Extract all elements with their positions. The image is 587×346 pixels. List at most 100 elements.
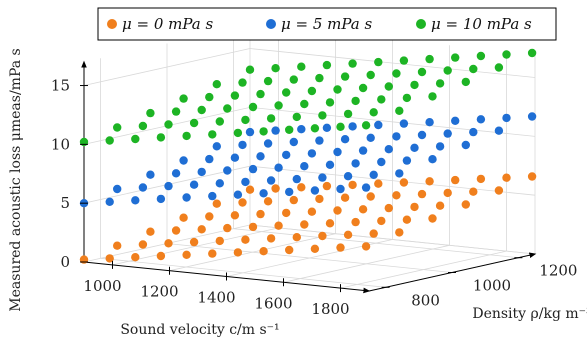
point-s0-y2-x4	[248, 222, 258, 232]
point-s2-y3-x1	[205, 92, 214, 102]
point-s2-y5-x0	[245, 65, 255, 74]
x-tick-label-2: 1400	[197, 289, 235, 307]
point-s0-y3-x2	[230, 211, 240, 220]
point-s1-y3-x11	[461, 140, 470, 150]
point-s2-y4-x3	[289, 75, 298, 84]
point-s0-y0-x8	[285, 245, 294, 255]
point-s0-y5-x5	[374, 179, 383, 188]
point-s2-y0-x5	[208, 130, 217, 139]
point-s2-y3-x3	[256, 89, 265, 99]
point-s1-y2-x7	[325, 160, 335, 169]
point-s2-y5-x1	[271, 63, 280, 73]
point-s2-y3-x6	[333, 85, 342, 94]
point-s0-y1-x6	[266, 234, 276, 243]
point-s2-y1-x0	[113, 123, 122, 132]
point-s2-y5-x8	[451, 53, 460, 62]
point-s0-y5-x2	[297, 183, 306, 192]
point-s1-y5-x11	[527, 112, 537, 121]
point-s0-y5-x8	[451, 175, 460, 185]
point-s0-y0-x7	[259, 247, 268, 256]
point-s0-y2-x0	[146, 227, 155, 236]
point-s1-y0-x8	[285, 187, 294, 197]
point-s1-y1-x10	[369, 170, 378, 179]
point-s2-y4-x11	[494, 63, 504, 72]
point-s1-y5-x5	[374, 120, 383, 130]
x-tick-label-4: 1800	[311, 300, 349, 318]
point-s1-y4-x5	[340, 135, 350, 144]
point-s1-y5-x6	[399, 119, 409, 128]
point-s1-y2-x10	[402, 156, 412, 165]
point-s1-y5-x3	[322, 123, 332, 132]
point-s2-y4-x10	[469, 64, 478, 74]
point-s1-y0-x1	[105, 197, 114, 206]
point-s1-y3-x3	[256, 152, 265, 161]
z-tick-label-1: 5	[60, 194, 70, 212]
legend-marker-1	[266, 19, 276, 29]
point-s0-y0-x6	[233, 248, 243, 257]
point-s0-y5-x3	[322, 181, 332, 191]
point-s0-y3-x11	[461, 200, 470, 209]
point-s1-y5-x0	[245, 127, 255, 137]
point-s2-y0-x11	[361, 121, 371, 130]
point-s2-y0-x2	[131, 134, 140, 144]
point-s0-y2-x10	[402, 215, 412, 224]
point-s2-y5-x5	[374, 57, 383, 67]
legend-marker-0	[107, 19, 117, 29]
point-s0-y3-x7	[358, 205, 368, 214]
point-s1-y1-x9	[343, 172, 353, 181]
point-s1-y0-x5	[208, 191, 217, 201]
point-s1-y1-x4	[215, 179, 224, 188]
point-s0-y0-x4	[182, 250, 191, 259]
point-s2-y1-x7	[292, 112, 301, 122]
point-s1-y0-x7	[259, 189, 268, 198]
y-tick-label-1: 1000	[473, 277, 511, 295]
legend-marker-2	[416, 19, 426, 29]
point-s2-y5-x9	[476, 51, 486, 61]
point-s2-y1-x11	[395, 106, 404, 116]
point-s0-y0-x1	[105, 254, 114, 263]
point-s0-y1-x1	[138, 240, 148, 249]
legend-box	[97, 7, 557, 41]
point-s0-y1-x0	[113, 241, 122, 250]
point-s0-y1-x5	[241, 235, 250, 244]
point-s2-y3-x10	[435, 79, 445, 88]
point-s0-y3-x3	[256, 209, 265, 219]
point-s0-y0-x0	[79, 255, 89, 264]
point-s0-y0-x9	[310, 244, 320, 253]
point-s2-y0-x1	[105, 136, 114, 145]
point-s2-y3-x8	[384, 82, 393, 91]
point-s0-y5-x6	[399, 178, 409, 187]
point-s2-y5-x6	[399, 56, 409, 65]
point-s1-y1-x8	[318, 173, 327, 182]
point-s2-y4-x6	[366, 70, 375, 80]
point-s1-y2-x6	[300, 162, 309, 171]
tick-layer: 1000 1200 1400 1600 1800 800 1000 1200 0 5 10 15	[51, 77, 578, 319]
point-s2-y2-x5	[274, 101, 283, 110]
point-s0-y4-x10	[469, 187, 478, 196]
x-tick-label-1: 1200	[140, 283, 178, 301]
point-s2-y0-x10	[336, 122, 345, 131]
point-s0-y3-x1	[205, 212, 214, 221]
point-s0-y2-x3	[223, 223, 232, 233]
point-s2-y2-x2	[197, 105, 206, 115]
point-s1-y4-x4	[315, 136, 324, 145]
point-s1-y4-x9	[443, 129, 452, 138]
point-s1-y4-x6	[366, 133, 375, 142]
point-s0-y1-x3	[189, 237, 199, 247]
point-s0-y4-x7	[392, 191, 401, 200]
point-s2-y0-x4	[182, 131, 191, 141]
point-s1-y1-x2	[164, 181, 173, 191]
point-s0-y0-x5	[208, 249, 217, 258]
grid-layer	[83, 25, 536, 292]
point-s1-y5-x1	[271, 126, 280, 135]
point-s2-y4-x5	[340, 72, 350, 81]
point-s1-y5-x2	[297, 125, 306, 134]
point-s1-y4-x7	[392, 132, 401, 141]
point-s0-y2-x7	[325, 219, 335, 228]
point-s1-y2-x9	[377, 157, 386, 167]
point-s2-y2-x10	[402, 93, 412, 103]
point-s1-y0-x11	[361, 183, 371, 192]
point-s2-y5-x4	[348, 59, 357, 68]
point-s2-y1-x1	[138, 121, 148, 131]
point-s0-y4-x6	[366, 192, 375, 201]
